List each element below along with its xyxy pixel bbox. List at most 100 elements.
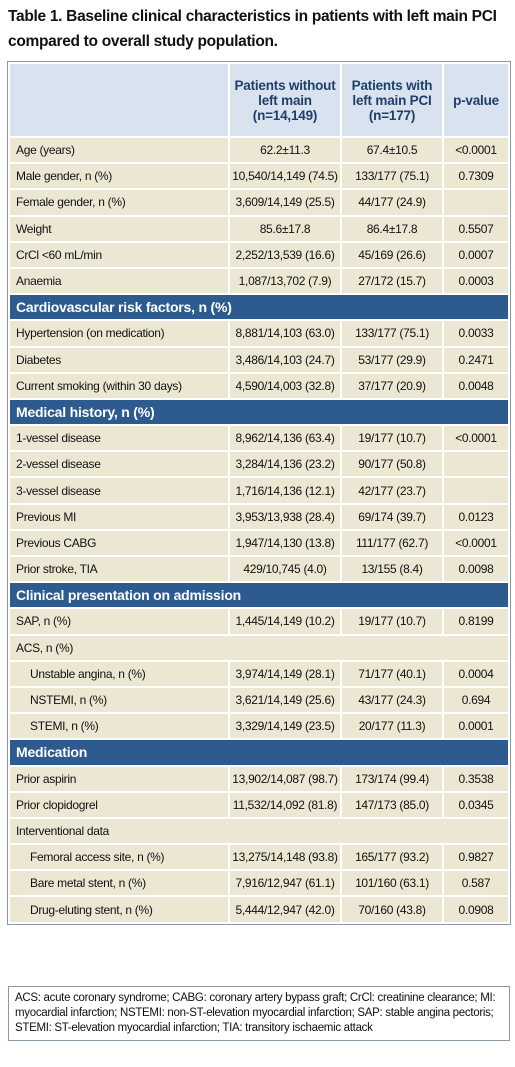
cell: 8,881/14,103 (63.0) xyxy=(228,319,342,348)
cell: 42/177 (23.7) xyxy=(340,476,444,505)
row-label: Previous CABG xyxy=(8,528,230,558)
data-row: 1-vessel disease 8,962/14,136 (63.4) 19/17… xyxy=(8,424,510,453)
data-row: Age (years) 62.2±11.3 67.4±10.5 <0.0001 xyxy=(8,135,510,165)
cell: 0.0004 xyxy=(442,659,510,688)
cell: 1,716/14,136 (12.1) xyxy=(228,476,342,505)
data-row: Prior aspirin 13,902/14,087 (98.7) 173/174… xyxy=(8,764,510,793)
cell: <0.0001 xyxy=(442,135,510,165)
data-row: Hypertension (on medication) 8,881/14,103… xyxy=(8,319,510,348)
cell: 101/160 (63.1) xyxy=(340,869,444,898)
header-cell: p-value xyxy=(442,62,510,138)
row-label: SAP, n (%) xyxy=(8,607,230,636)
data-row: STEMI, n (%) 3,329/14,149 (23.5) 20/177 (1… xyxy=(8,712,510,741)
cell: 0.694 xyxy=(442,685,510,715)
cell: 0.0123 xyxy=(442,502,510,531)
cell: 0.0003 xyxy=(442,266,510,296)
cell: 85.6±17.8 xyxy=(228,214,342,243)
row-label: CrCl <60 mL/min xyxy=(8,240,230,269)
data-row: Female gender, n (%) 3,609/14,149 (25.5) 4… xyxy=(8,188,510,217)
cell: <0.0001 xyxy=(442,424,510,453)
row-label: Female gender, n (%) xyxy=(8,188,230,217)
data-row: Bare metal stent, n (%) 7,916/12,947 (61.… xyxy=(8,869,510,898)
cell: 90/177 (50.8) xyxy=(340,450,444,479)
cell: 2,252/13,539 (16.6) xyxy=(228,240,342,269)
section-title: Cardiovascular risk factors, n (%) xyxy=(8,293,510,322)
cell: 0.7309 xyxy=(442,162,510,191)
row-label: Femoral access site, n (%) xyxy=(8,843,230,872)
data-row: Previous CABG 1,947/14,130 (13.8) 111/177 … xyxy=(8,528,510,558)
cell: 0.0007 xyxy=(442,240,510,269)
cell: 13,275/14,148 (93.8) xyxy=(228,843,342,872)
data-row: ACS, n (%) xyxy=(8,633,510,662)
section-row: Cardiovascular risk factors, n (%) xyxy=(8,293,510,322)
cell: 13/155 (8.4) xyxy=(340,554,444,584)
cell: 20/177 (11.3) xyxy=(340,712,444,741)
section-row: Medication xyxy=(8,738,510,767)
cell xyxy=(442,188,510,217)
cell: 3,284/14,136 (23.2) xyxy=(228,450,342,479)
row-label: Weight xyxy=(8,214,230,243)
cell: <0.0001 xyxy=(442,528,510,558)
data-row: 3-vessel disease 1,716/14,136 (12.1) 42/17… xyxy=(8,476,510,505)
data-row: CrCl <60 mL/min 2,252/13,539 (16.6) 45/169… xyxy=(8,240,510,269)
cell: 133/177 (75.1) xyxy=(340,319,444,348)
cell xyxy=(442,450,510,479)
cell: 62.2±11.3 xyxy=(228,135,342,165)
section-title: Clinical presentation on admission xyxy=(8,581,510,610)
data-row: Previous MI 3,953/13,938 (28.4) 69/174 (39… xyxy=(8,502,510,531)
header-cell xyxy=(8,62,230,138)
cell: 67.4±10.5 xyxy=(340,135,444,165)
cell: 71/177 (40.1) xyxy=(340,659,444,688)
cell: 43/177 (24.3) xyxy=(340,685,444,715)
cell: 165/177 (93.2) xyxy=(340,843,444,872)
cell: 53/177 (29.9) xyxy=(340,345,444,374)
cell: 3,621/14,149 (25.6) xyxy=(228,685,342,715)
cell: 44/177 (24.9) xyxy=(340,188,444,217)
cell: 1,087/13,702 (7.9) xyxy=(228,266,342,296)
cell: 147/173 (85.0) xyxy=(340,790,444,819)
data-row: Diabetes 3,486/14,103 (24.7) 53/177 (29.9)… xyxy=(8,345,510,374)
row-label: Anaemia xyxy=(8,266,230,296)
row-label: 2-vessel disease xyxy=(8,450,230,479)
row-label: Unstable angina, n (%) xyxy=(8,659,230,688)
row-label: NSTEMI, n (%) xyxy=(8,685,230,715)
cell: 70/160 (43.8) xyxy=(340,895,444,924)
header-cell: Patients with left main PCI (n=177) xyxy=(340,62,444,138)
table: Patients without left main (n=14,149) Pat… xyxy=(7,61,511,925)
cell: 0.9827 xyxy=(442,843,510,872)
cell: 3,974/14,149 (28.1) xyxy=(228,659,342,688)
data-row: Male gender, n (%) 10,540/14,149 (74.5) 13… xyxy=(8,162,510,191)
cell: 0.0345 xyxy=(442,790,510,819)
cell: 8,962/14,136 (63.4) xyxy=(228,424,342,453)
row-label: Prior aspirin xyxy=(8,764,230,793)
data-row: Femoral access site, n (%) 13,275/14,148 … xyxy=(8,843,510,872)
data-row: SAP, n (%) 1,445/14,149 (10.2) 19/177 (10.… xyxy=(8,607,510,636)
subheading: ACS, n (%) xyxy=(8,633,510,662)
cell: 11,532/14,092 (81.8) xyxy=(228,790,342,819)
cell: 3,486/14,103 (24.7) xyxy=(228,345,342,374)
row-label: Male gender, n (%) xyxy=(8,162,230,191)
cell: 1,445/14,149 (10.2) xyxy=(228,607,342,636)
cell: 7,916/12,947 (61.1) xyxy=(228,869,342,898)
section-row: Clinical presentation on admission xyxy=(8,581,510,610)
footnote: ACS: acute coronary syndrome; CABG: coro… xyxy=(8,986,510,1041)
cell: 0.0098 xyxy=(442,554,510,584)
data-row: Weight 85.6±17.8 86.4±17.8 0.5507 xyxy=(8,214,510,243)
row-label: Previous MI xyxy=(8,502,230,531)
data-row: NSTEMI, n (%) 3,621/14,149 (25.6) 43/177 (… xyxy=(8,685,510,715)
row-label: Hypertension (on medication) xyxy=(8,319,230,348)
row-label: 3-vessel disease xyxy=(8,476,230,505)
cell: 173/174 (99.4) xyxy=(340,764,444,793)
cell: 0.2471 xyxy=(442,345,510,374)
cell: 3,953/13,938 (28.4) xyxy=(228,502,342,531)
cell: 0.0048 xyxy=(442,371,510,400)
cell: 0.587 xyxy=(442,869,510,898)
row-label: Bare metal stent, n (%) xyxy=(8,869,230,898)
cell: 10,540/14,149 (74.5) xyxy=(228,162,342,191)
cell: 0.3538 xyxy=(442,764,510,793)
data-row: Interventional data xyxy=(8,816,510,846)
cell: 1,947/14,130 (13.8) xyxy=(228,528,342,558)
data-row: Prior stroke, TIA 429/10,745 (4.0) 13/155 … xyxy=(8,554,510,584)
row-label: Diabetes xyxy=(8,345,230,374)
